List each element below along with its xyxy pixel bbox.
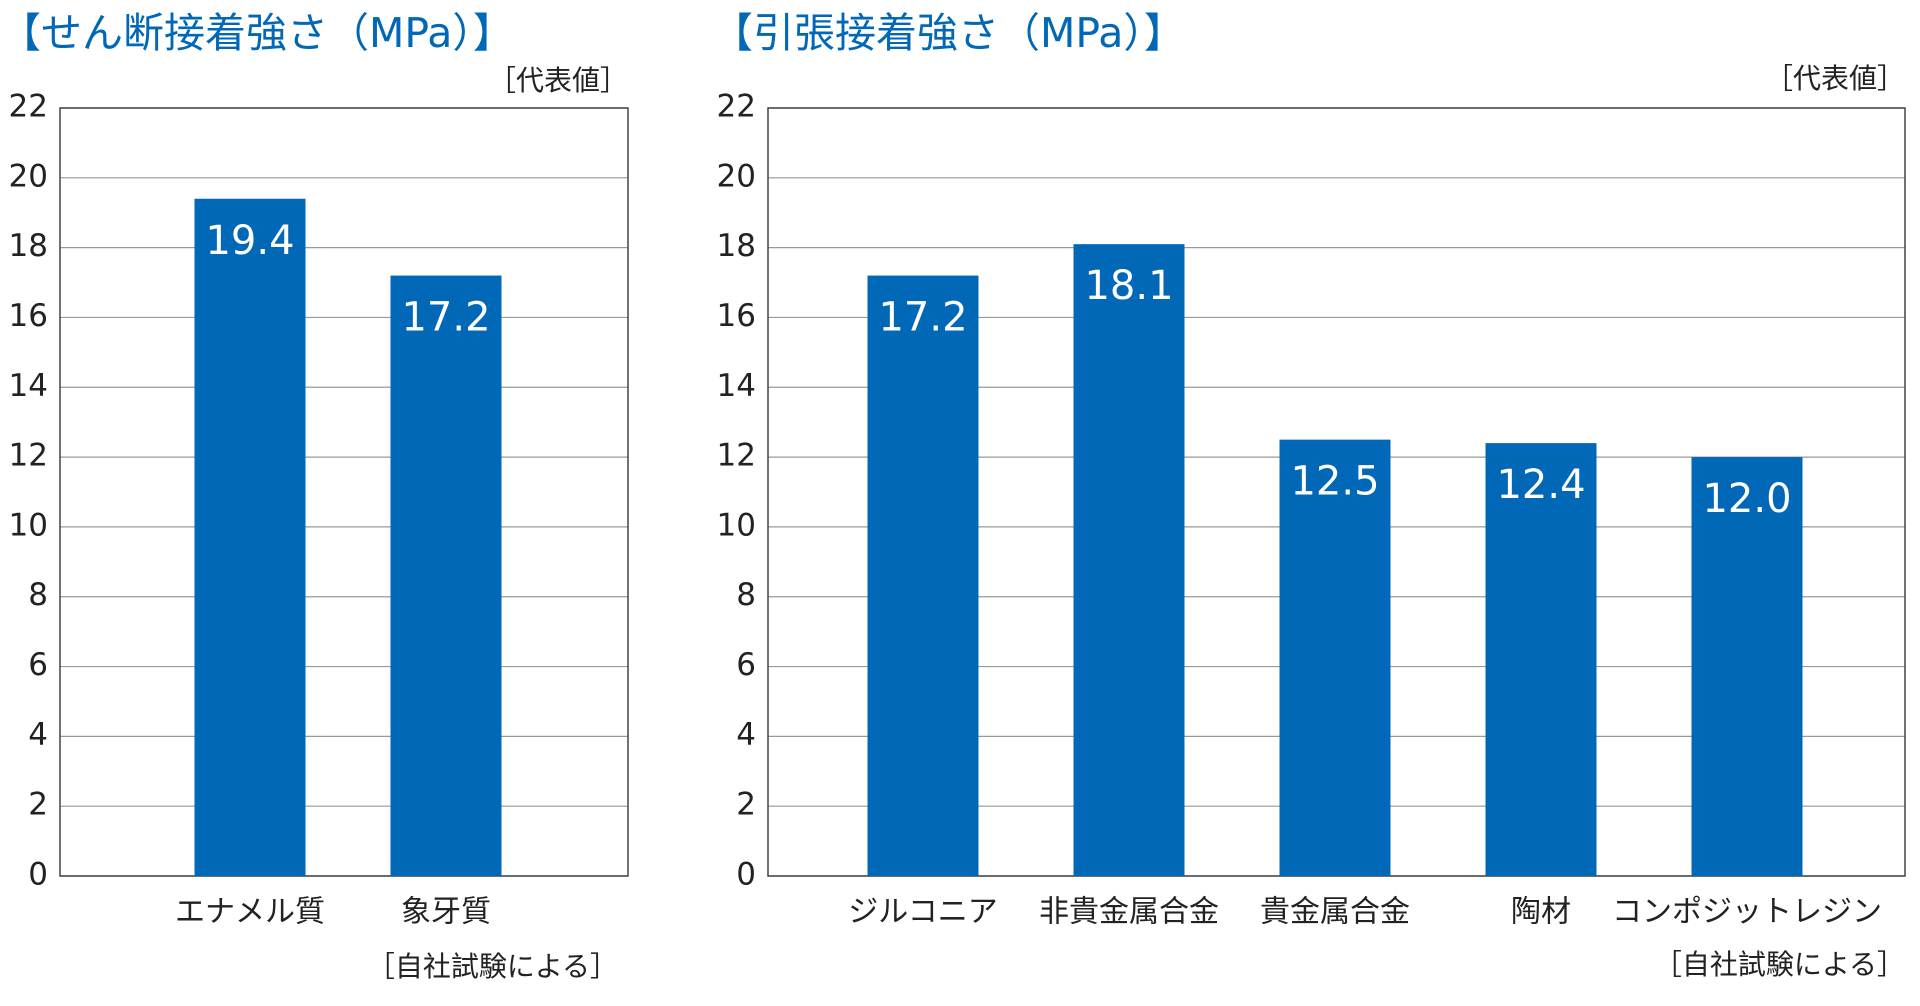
y-tick-label: 14	[9, 368, 48, 404]
value-label: 18.1	[1084, 263, 1173, 309]
y-tick-label: 6	[736, 647, 756, 683]
value-label: 12.5	[1290, 459, 1379, 505]
bar	[390, 275, 502, 877]
value-label: 17.2	[401, 295, 490, 341]
bar	[1073, 244, 1185, 877]
source: ［自社試験による］	[1654, 948, 1905, 981]
y-tick-label: 8	[28, 577, 48, 613]
y-tick-label: 18	[717, 228, 756, 264]
bar	[194, 198, 306, 876]
note: ［代表値］	[1765, 62, 1905, 95]
y-tick-label: 0	[736, 857, 756, 893]
y-tick-label: 10	[717, 507, 756, 543]
y-tick-label: 20	[717, 158, 756, 194]
value-label: 12.0	[1702, 476, 1791, 522]
x-tick-label: 陶材	[1511, 895, 1571, 930]
bar	[1279, 439, 1391, 876]
bar	[1691, 457, 1803, 876]
value-label: 17.2	[878, 295, 967, 341]
y-tick-label: 10	[9, 507, 48, 543]
x-tick-label: 非貴金属合金	[1039, 895, 1219, 930]
x-tick-label: ジルコニア	[848, 895, 997, 930]
y-tick-label: 22	[717, 89, 756, 125]
y-tick-label: 18	[9, 228, 48, 264]
y-tick-label: 12	[717, 438, 756, 474]
y-tick-label: 12	[9, 438, 48, 474]
x-tick-label: コンポジットレジン	[1612, 895, 1882, 930]
value-label: 19.4	[205, 218, 294, 264]
y-tick-label: 22	[9, 89, 48, 125]
y-tick-label: 4	[28, 717, 48, 753]
y-tick-label: 14	[717, 368, 756, 404]
y-tick-label: 6	[28, 647, 48, 683]
x-tick-label: エナメル質	[175, 895, 325, 930]
x-tick-label: 象牙質	[401, 895, 491, 930]
bar	[867, 275, 979, 877]
y-tick-label: 20	[9, 158, 48, 194]
y-tick-label: 2	[28, 787, 48, 823]
value-label: 12.4	[1496, 462, 1585, 508]
source: ［自社試験による］	[367, 950, 618, 983]
y-tick-label: 2	[736, 787, 756, 823]
note: ［代表値］	[488, 64, 628, 97]
x-tick-label: 貴金属合金	[1260, 895, 1410, 930]
y-tick-label: 0	[28, 857, 48, 893]
y-tick-label: 8	[736, 577, 756, 613]
y-tick-label: 16	[717, 298, 756, 334]
chart-title: 【せん断接着強さ（MPa）】	[0, 9, 514, 57]
y-tick-label: 16	[9, 298, 48, 334]
chart-title: 【引張接着強さ（MPa）】	[712, 9, 1185, 57]
y-tick-label: 4	[736, 717, 756, 753]
plot-frame	[59, 107, 629, 877]
bar	[1485, 443, 1597, 876]
